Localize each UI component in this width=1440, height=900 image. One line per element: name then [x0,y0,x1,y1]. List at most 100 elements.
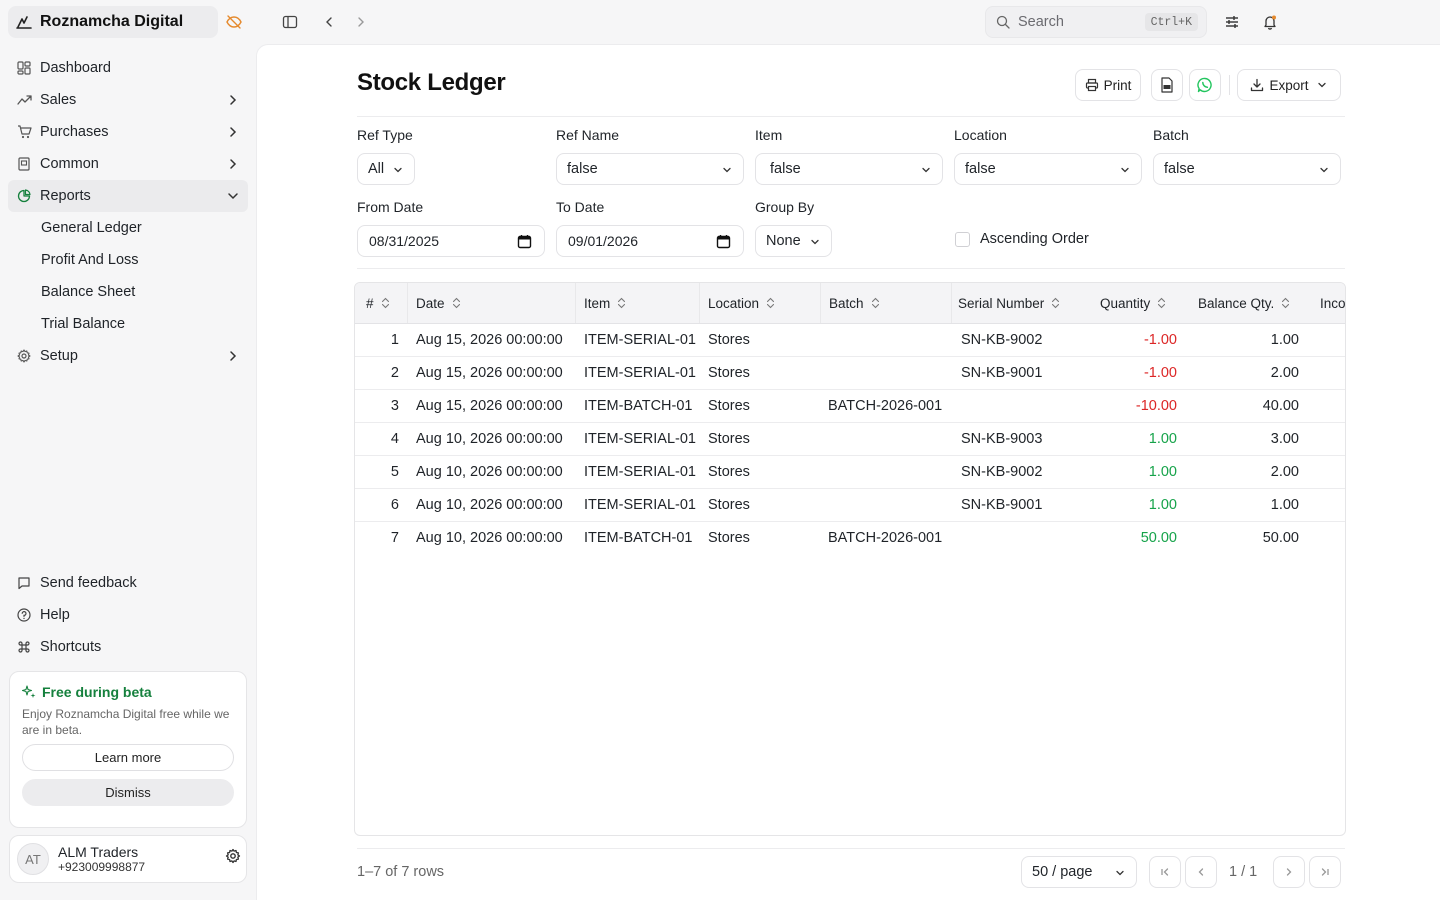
column-header-item[interactable]: Item [584,283,626,323]
account-card[interactable]: AT ALM Traders +923009998877 [9,835,247,883]
column-header-location[interactable]: Location [708,283,775,323]
whatsapp-button[interactable] [1189,69,1221,101]
calendar-icon[interactable] [716,234,731,249]
ref-name-select[interactable]: false [556,153,744,185]
eye-off-icon[interactable] [225,13,243,31]
pdf-button[interactable] [1151,69,1183,101]
account-phone: +923009998877 [58,859,146,874]
batch-select[interactable]: false [1153,153,1341,185]
prev-page-button[interactable] [1185,856,1217,888]
back-arrow-icon[interactable] [320,13,338,31]
cell-item: ITEM-SERIAL-01 [584,464,696,480]
help-link[interactable]: Help [8,599,248,631]
brand-switcher[interactable]: Roznamcha Digital [8,6,218,38]
sidebar-item-common[interactable]: Common [8,148,248,180]
ascending-order-toggle[interactable]: Ascending Order [955,231,1089,247]
column-header-quantity[interactable]: Quantity [1100,283,1166,323]
cell-serial-number: SN-KB-9002 [961,332,1043,348]
cell-balance-qty: 1.00 [1270,332,1299,348]
column-header-index[interactable]: # [366,283,390,323]
from-date-value: 08/31/2025 [369,233,440,249]
sidebar-item-purchases[interactable]: Purchases [8,116,248,148]
to-date-input[interactable]: 09/01/2026 [556,225,744,257]
first-page-button[interactable] [1149,856,1181,888]
sliders-icon[interactable] [1223,13,1241,31]
ref-name-label: Ref Name [556,127,620,143]
sidebar-subitem-balance-sheet[interactable]: Balance Sheet [41,284,136,300]
learn-more-button[interactable]: Learn more [22,744,234,771]
next-page-button[interactable] [1273,856,1305,888]
item-value: false [770,161,801,177]
sidebar-subitem-trial-balance[interactable]: Trial Balance [41,316,126,332]
page-title: Stock Ledger [357,69,506,96]
column-header-incoming[interactable]: Inco [1320,283,1345,323]
sidebar-item-label: Setup [40,348,78,364]
chevron-right-icon [1286,868,1292,876]
sidebar-item-label: Purchases [40,124,109,140]
bell-icon[interactable] [1261,13,1279,31]
column-header-batch[interactable]: Batch [829,283,880,323]
dismiss-button[interactable]: Dismiss [22,779,234,806]
chevron-down-icon [394,167,402,173]
ascending-order-checkbox[interactable] [955,231,970,247]
cell-serial-number: SN-KB-9001 [961,365,1043,381]
send-feedback-link[interactable]: Send feedback [8,567,248,599]
column-header-balance-qty[interactable]: Balance Qty. [1198,283,1290,323]
cell-index: 6 [390,497,399,513]
page-size-select[interactable]: 50 / page [1021,856,1137,888]
chevron-right-icon [230,351,237,361]
cell-balance-qty: 2.00 [1270,464,1299,480]
sort-icon [871,297,879,309]
forward-arrow-icon[interactable] [352,13,370,31]
column-header-serial-number[interactable]: Serial Number [958,283,1060,323]
table-row: 4 Aug 10, 2026 00:00:00 ITEM-SERIAL-01 S… [355,423,1345,456]
item-select[interactable]: false [755,153,943,185]
cell-location: Stores [708,398,750,414]
gear-icon [16,348,32,364]
sparkles-icon [22,685,36,698]
last-page-button[interactable] [1309,856,1341,888]
sort-icon [452,297,460,309]
export-button[interactable]: Export [1237,69,1341,101]
sidebar-subitem-general-ledger[interactable]: General Ledger [41,220,142,236]
cell-date: Aug 15, 2026 00:00:00 [416,332,563,348]
sort-icon [766,297,775,309]
shortcuts-link[interactable]: Shortcuts [8,631,248,663]
chevron-down-icon [228,193,238,200]
sidebar-item-dashboard[interactable]: Dashboard [8,52,248,84]
settings-gear-icon[interactable] [225,848,241,864]
column-divider [407,283,408,323]
sort-icon [381,297,389,309]
ref-type-label: Ref Type [357,127,413,143]
sidebar-item-label: Dashboard [40,60,111,76]
group-by-select[interactable]: None [755,225,832,257]
cell-location: Stores [708,464,750,480]
beta-card: Free during beta Enjoy Roznamcha Digital… [9,671,247,828]
toggle-sidebar-icon[interactable] [281,13,299,31]
from-date-input[interactable]: 08/31/2025 [357,225,545,257]
location-select[interactable]: false [954,153,1142,185]
to-date-value: 09/01/2026 [568,233,639,249]
sidebar-item-reports[interactable]: Reports [8,180,248,212]
page-indicator: 1 / 1 [1229,864,1258,880]
sidebar-subitem-profit-and-loss[interactable]: Profit And Loss [41,252,139,268]
calendar-icon[interactable] [517,234,532,249]
batch-value: false [1164,161,1195,177]
chevron-left-icon [1198,868,1204,876]
search-input[interactable]: Search Ctrl+K [985,6,1207,38]
column-divider [951,283,952,323]
cell-quantity: -1.00 [1143,365,1177,381]
cell-date: Aug 10, 2026 00:00:00 [416,497,563,513]
group-by-label: Group By [755,199,815,215]
sidebar-item-setup[interactable]: Setup [8,340,248,372]
sidebar-item-sales[interactable]: Sales [8,84,248,116]
column-label: Date [416,295,445,311]
column-header-date[interactable]: Date [416,283,461,323]
ref-type-select[interactable]: All [357,153,415,185]
print-button[interactable]: Print [1075,69,1141,101]
cell-date: Aug 10, 2026 00:00:00 [416,530,563,546]
message-icon [16,575,32,591]
sort-icon [1282,297,1290,309]
column-divider [699,283,700,323]
cell-date: Aug 10, 2026 00:00:00 [416,464,563,480]
